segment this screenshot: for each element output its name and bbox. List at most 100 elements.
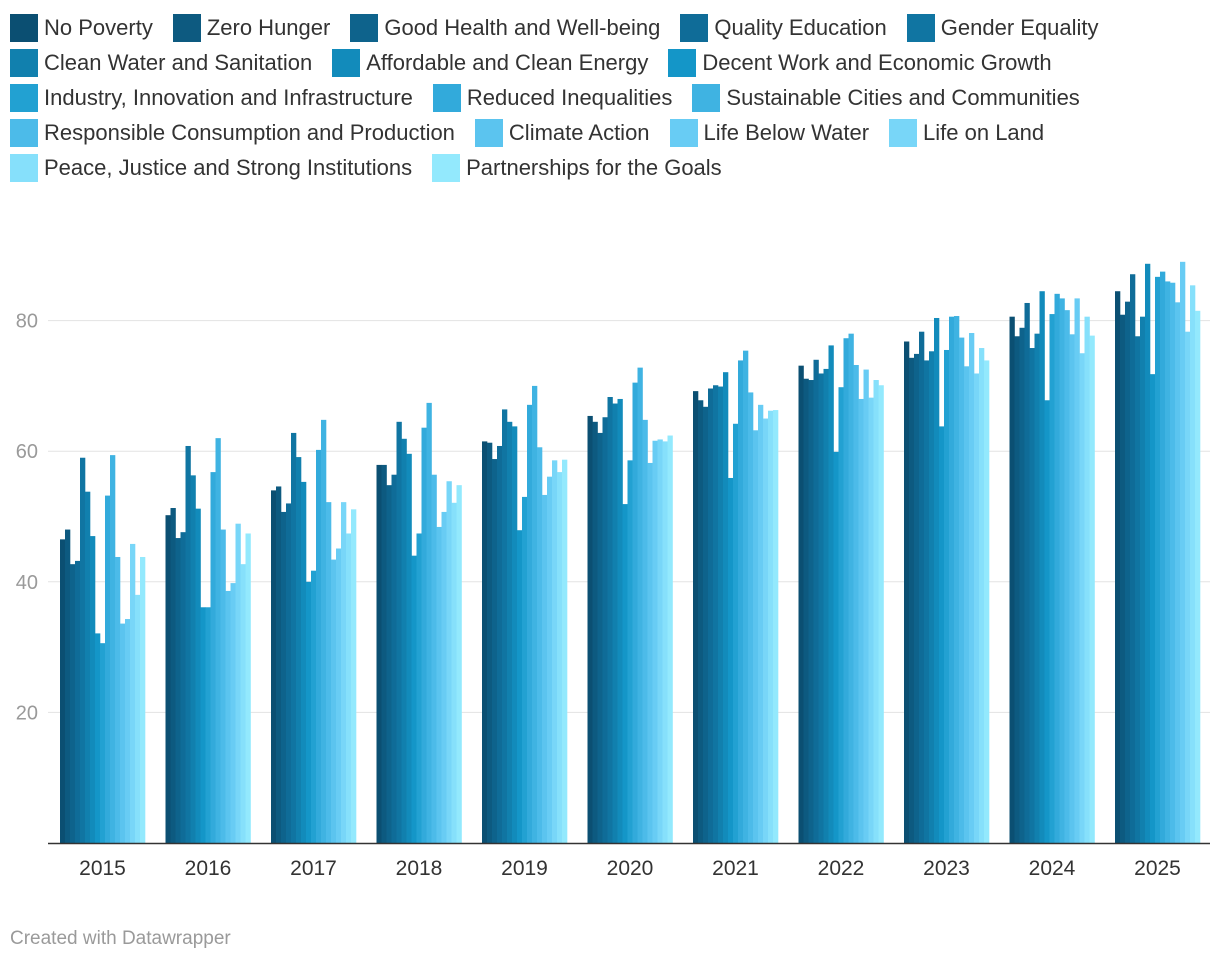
bar-life-on-land-2024	[1079, 353, 1085, 843]
bar-gender-equality-2017	[291, 432, 297, 843]
bar-responsible-consumption-and-production-2020	[642, 419, 648, 843]
bar-life-on-land-2025	[1185, 331, 1191, 843]
bar-reduced-inequalities-2015	[105, 495, 111, 843]
bar-quality-education-2019	[497, 445, 503, 843]
bar-good-health-and-well-being-2021	[703, 406, 709, 843]
legend-label: No Poverty	[44, 14, 153, 40]
bar-decent-work-and-economic-growth-2024	[1044, 400, 1050, 843]
bar-life-on-land-2017	[341, 502, 347, 843]
bar-good-health-and-well-being-2020	[597, 432, 603, 843]
bar-group-2019	[482, 385, 568, 843]
bar-gender-equality-2024	[1029, 348, 1035, 843]
legend-item-clean-water-and-sanitation: Clean Water and Sanitation	[10, 48, 313, 77]
bar-industry-innovation-and-infrastructure-2019	[522, 496, 528, 843]
x-tick-label: 2024	[1029, 857, 1076, 880]
bar-gender-equality-2018	[396, 421, 402, 843]
bar-good-health-and-well-being-2023	[914, 353, 920, 843]
bar-peace-justice-and-strong-institutions-2023	[979, 348, 985, 843]
legend-label: Sustainable Cities and Communities	[726, 84, 1080, 110]
bar-peace-justice-and-strong-institutions-2020	[662, 441, 668, 843]
legend: No Poverty Zero Hunger Good Health and Wel…	[10, 10, 1210, 185]
bar-zero-hunger-2019	[487, 442, 493, 843]
bar-no-poverty-2022	[798, 365, 804, 843]
bar-no-poverty-2017	[271, 490, 277, 843]
y-tick-label: 20	[16, 702, 38, 724]
bar-peace-justice-and-strong-institutions-2024	[1084, 316, 1090, 843]
x-tick-label: 2017	[290, 857, 337, 880]
bar-affordable-and-clean-energy-2018	[406, 453, 412, 843]
bar-industry-innovation-and-infrastructure-2016	[205, 607, 211, 843]
bar-zero-hunger-2022	[803, 378, 809, 843]
bar-decent-work-and-economic-growth-2025	[1150, 374, 1156, 843]
legend-label: Life Below Water	[703, 119, 870, 145]
bar-no-poverty-2020	[587, 415, 593, 843]
bar-life-on-land-2019	[552, 460, 558, 843]
y-tick-label: 80	[16, 311, 38, 333]
y-axis-ticks: 20 40 60 80	[16, 311, 38, 725]
bar-reduced-inequalities-2017	[316, 449, 322, 843]
bar-no-poverty-2021	[693, 391, 699, 843]
bar-good-health-and-well-being-2019	[492, 459, 498, 843]
bar-life-below-water-2015	[125, 619, 131, 843]
bar-clean-water-and-sanitation-2024	[1034, 333, 1040, 843]
legend-swatch	[692, 83, 721, 112]
bar-quality-education-2023	[919, 331, 925, 843]
bar-group-2017	[271, 419, 357, 843]
x-tick-label: 2016	[185, 857, 232, 880]
x-axis-ticks: 2015 2016 2017 2018 2019 2020 2021 2022 2023 2024…	[79, 857, 1181, 880]
bar-quality-education-2015	[75, 560, 81, 843]
bar-life-below-water-2025	[1180, 261, 1186, 844]
legend-label: Decent Work and Economic Growth	[702, 49, 1052, 75]
bar-group-2015	[60, 455, 146, 844]
bar-responsible-consumption-and-production-2025	[1170, 282, 1176, 844]
bar-clean-water-and-sanitation-2023	[929, 351, 935, 843]
legend-swatch	[432, 83, 461, 112]
legend-label: Reduced Inequalities	[466, 84, 673, 110]
bar-decent-work-and-economic-growth-2017	[306, 581, 312, 843]
legend-item-peace-justice-and-strong-institutions: Peace, Justice and Strong Institutions	[10, 153, 412, 182]
x-tick-label: 2025	[1134, 857, 1181, 880]
bar-reduced-inequalities-2016	[210, 472, 216, 843]
legend-label: Clean Water and Sanitation	[44, 49, 313, 75]
bar-life-below-water-2016	[230, 583, 236, 843]
legend-label: Zero Hunger	[206, 14, 331, 40]
bar-sustainable-cities-and-communities-2020	[637, 367, 643, 843]
legend-item-partnerships-for-the-goals: Partnerships for the Goals	[432, 153, 722, 182]
bar-quality-education-2016	[180, 532, 186, 843]
bar-reduced-inequalities-2021	[738, 360, 744, 843]
bar-zero-hunger-2024	[1014, 336, 1020, 843]
legend-label: Good Health and Well-being	[384, 14, 661, 40]
bar-responsible-consumption-and-production-2015	[115, 556, 121, 843]
bar-zero-hunger-2021	[698, 400, 704, 843]
bar-partnerships-for-the-goals-2019	[562, 459, 568, 843]
legend-label: Responsible Consumption and Production	[44, 119, 455, 145]
legend-swatch	[474, 118, 503, 147]
bar-no-poverty-2016	[165, 515, 171, 843]
bar-life-below-water-2017	[336, 548, 342, 843]
bar-responsible-consumption-and-production-2018	[431, 474, 437, 843]
legend-label: Climate Action	[508, 119, 650, 145]
bar-affordable-and-clean-energy-2021	[723, 372, 729, 843]
bar-sustainable-cities-and-communities-2022	[848, 333, 854, 843]
bar-gender-equality-2019	[502, 409, 508, 843]
bar-peace-justice-and-strong-institutions-2021	[768, 410, 774, 843]
bar-reduced-inequalities-2023	[949, 316, 955, 843]
bar-decent-work-and-economic-growth-2016	[200, 607, 206, 843]
bar-sustainable-cities-and-communities-2023	[954, 316, 960, 843]
bar-partnerships-for-the-goals-2016	[245, 533, 251, 843]
bar-affordable-and-clean-energy-2023	[934, 317, 940, 843]
bar-industry-innovation-and-infrastructure-2015	[100, 643, 106, 843]
bar-reduced-inequalities-2020	[632, 382, 638, 843]
bar-climate-action-2018	[436, 526, 442, 843]
bar-clean-water-and-sanitation-2015	[85, 491, 91, 843]
bar-zero-hunger-2025	[1120, 314, 1126, 844]
legend-row: Clean Water and Sanitation Affordable and…	[10, 45, 1210, 80]
bar-life-on-land-2015	[130, 543, 136, 843]
bar-quality-education-2017	[286, 503, 292, 843]
legend-swatch	[10, 83, 38, 112]
bar-gender-equality-2016	[185, 445, 191, 843]
bar-reduced-inequalities-2025	[1160, 271, 1166, 844]
bar-reduced-inequalities-2024	[1054, 293, 1060, 844]
legend-item-zero-hunger: Zero Hunger	[172, 13, 331, 42]
